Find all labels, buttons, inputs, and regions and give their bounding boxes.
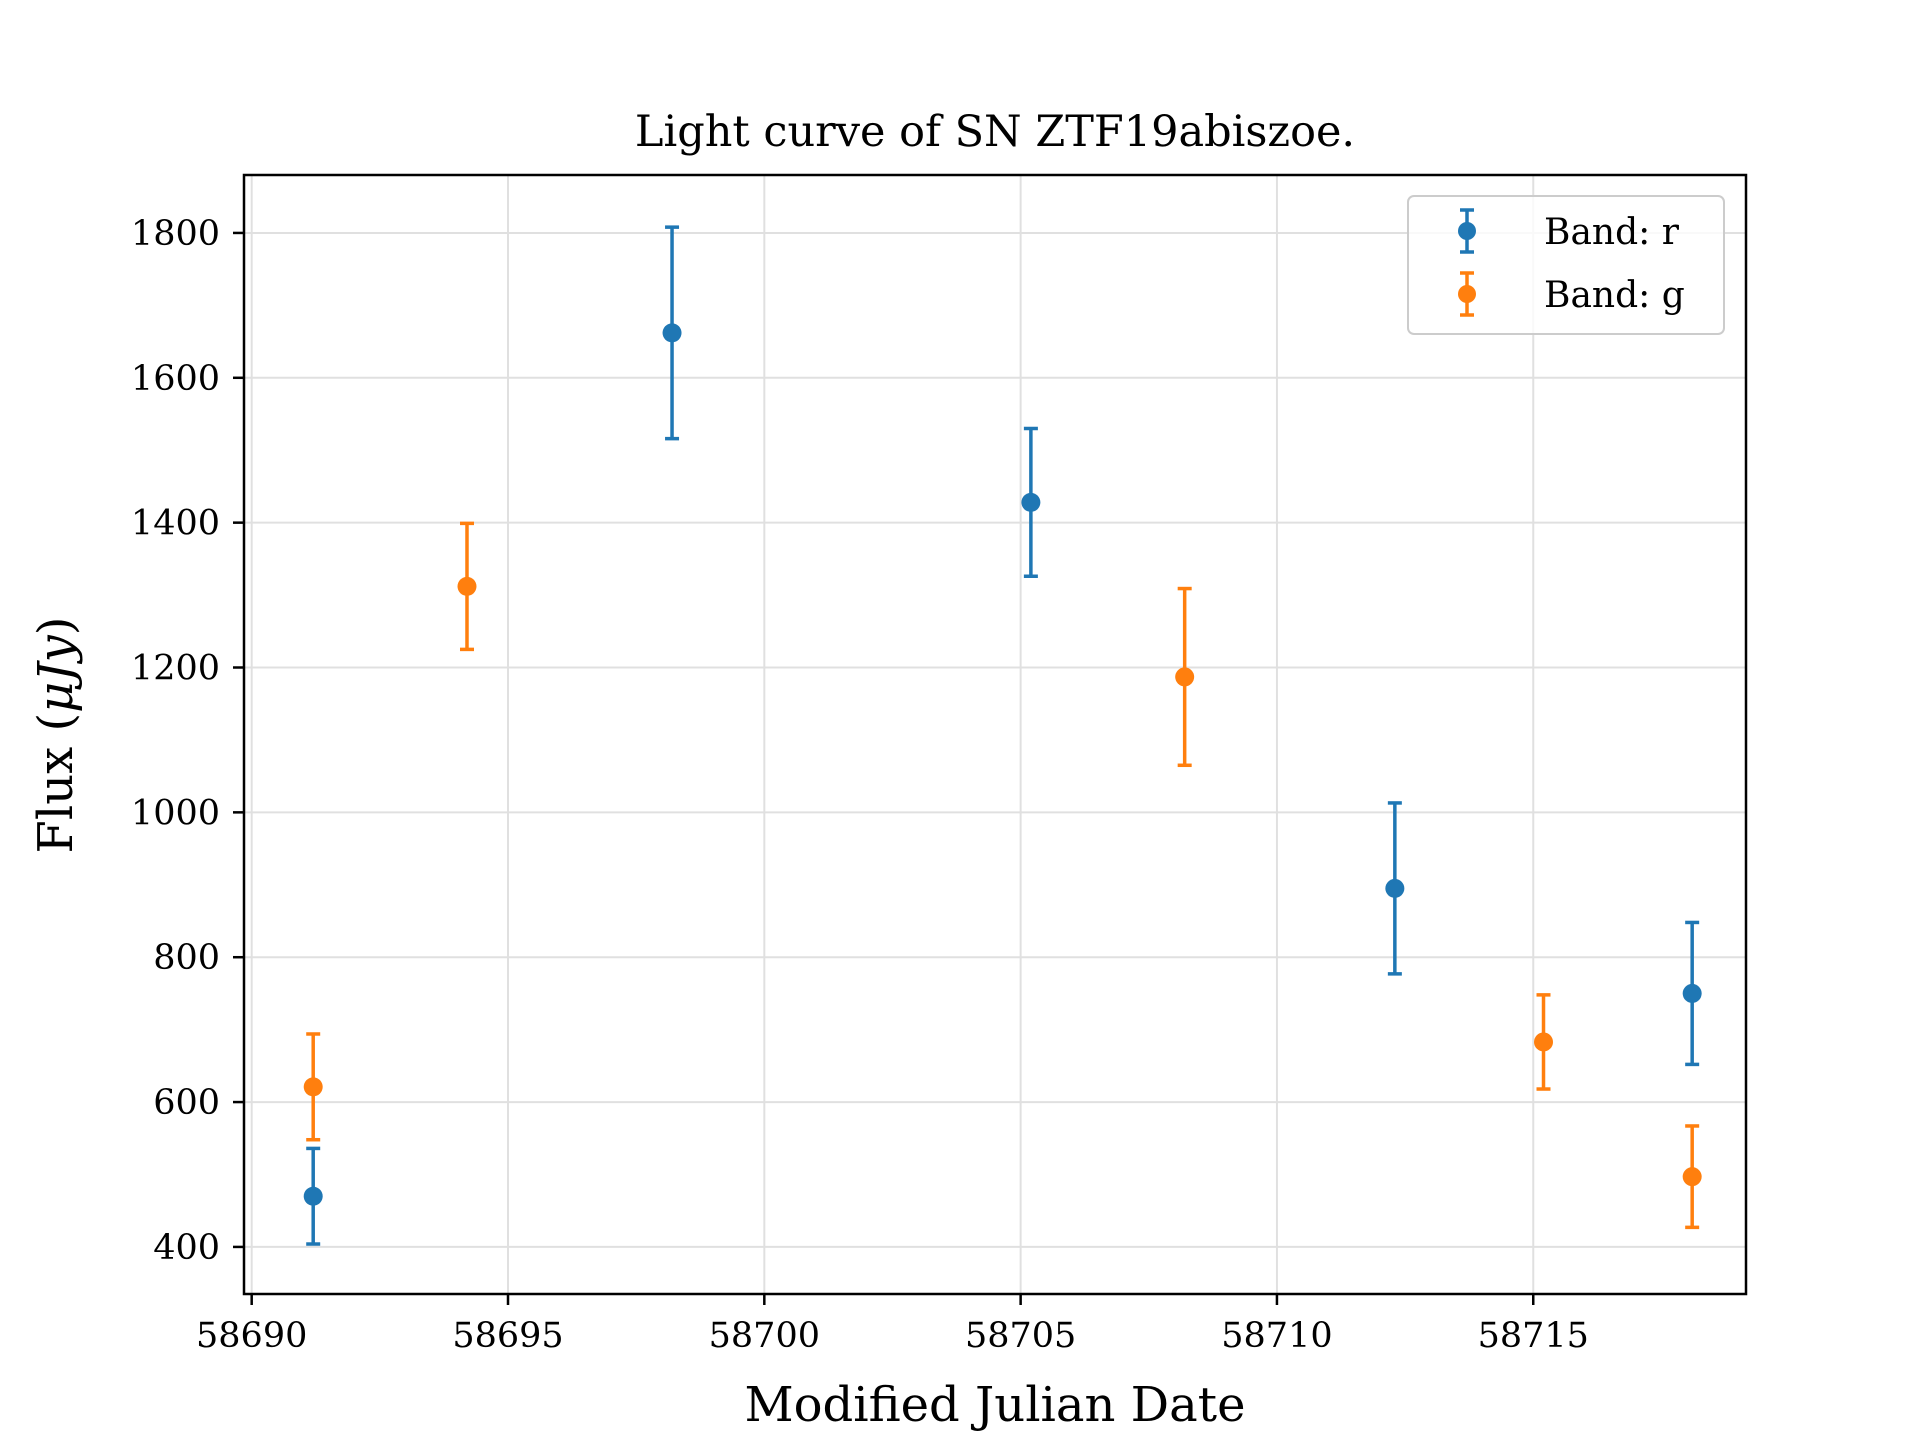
axis-ticks: 58690 58695 58700 58705 58710 58715 400 600 800 1…	[131, 214, 1589, 1356]
legend: Band: r Band: g	[1407, 195, 1725, 335]
plot-series	[303, 225, 1702, 1246]
data-point	[1682, 983, 1702, 1003]
data-point	[457, 576, 477, 596]
y-tick-label: 400	[153, 1228, 220, 1268]
y-tick-label: 1800	[131, 214, 220, 254]
plot-frame	[242, 173, 1748, 1296]
y-axis-label-suffix: )	[28, 617, 84, 636]
y-tick-label: 1600	[131, 359, 220, 399]
y-axis-label-prefix: Flux (	[28, 713, 84, 854]
legend-label: Band: g	[1544, 275, 1685, 316]
x-tick-label: 58715	[1478, 1316, 1589, 1356]
x-tick-label: 58695	[452, 1316, 563, 1356]
legend-marker-icon	[1458, 285, 1476, 303]
x-tick-label: 58710	[1221, 1316, 1332, 1356]
y-tick-label: 800	[153, 938, 220, 978]
data-point	[303, 1186, 323, 1206]
y-axis-label-unit: μJy	[28, 634, 84, 712]
x-tick-label: 58700	[709, 1316, 820, 1356]
legend-item-band-g: Band: g	[1458, 271, 1685, 317]
data-point	[1385, 878, 1405, 898]
grid	[244, 175, 1746, 1294]
data-point	[1021, 492, 1041, 512]
chart-title: Light curve of SN ZTF19abiszoe.	[635, 107, 1355, 157]
y-tick-label: 1400	[131, 504, 220, 544]
data-point	[1175, 667, 1195, 687]
y-tick-label: 600	[153, 1083, 220, 1123]
x-tick-label: 58705	[965, 1316, 1076, 1356]
x-tick-label: 58690	[196, 1316, 307, 1356]
y-axis-label: Flux (μJy)	[28, 617, 84, 854]
legend-marker-icon	[1458, 222, 1476, 240]
data-point	[303, 1077, 323, 1097]
x-axis-label: Modified Julian Date	[745, 1377, 1246, 1433]
data-point	[662, 323, 682, 343]
data-point	[1682, 1167, 1702, 1187]
series-band-r	[303, 225, 1702, 1246]
legend-item-band-r: Band: r	[1458, 208, 1680, 254]
y-tick-label: 1000	[131, 793, 220, 833]
legend-label: Band: r	[1544, 212, 1680, 253]
y-tick-label: 1200	[131, 649, 220, 689]
data-point	[1534, 1032, 1554, 1052]
legend-box	[1407, 195, 1725, 335]
series-band-g	[303, 521, 1702, 1230]
